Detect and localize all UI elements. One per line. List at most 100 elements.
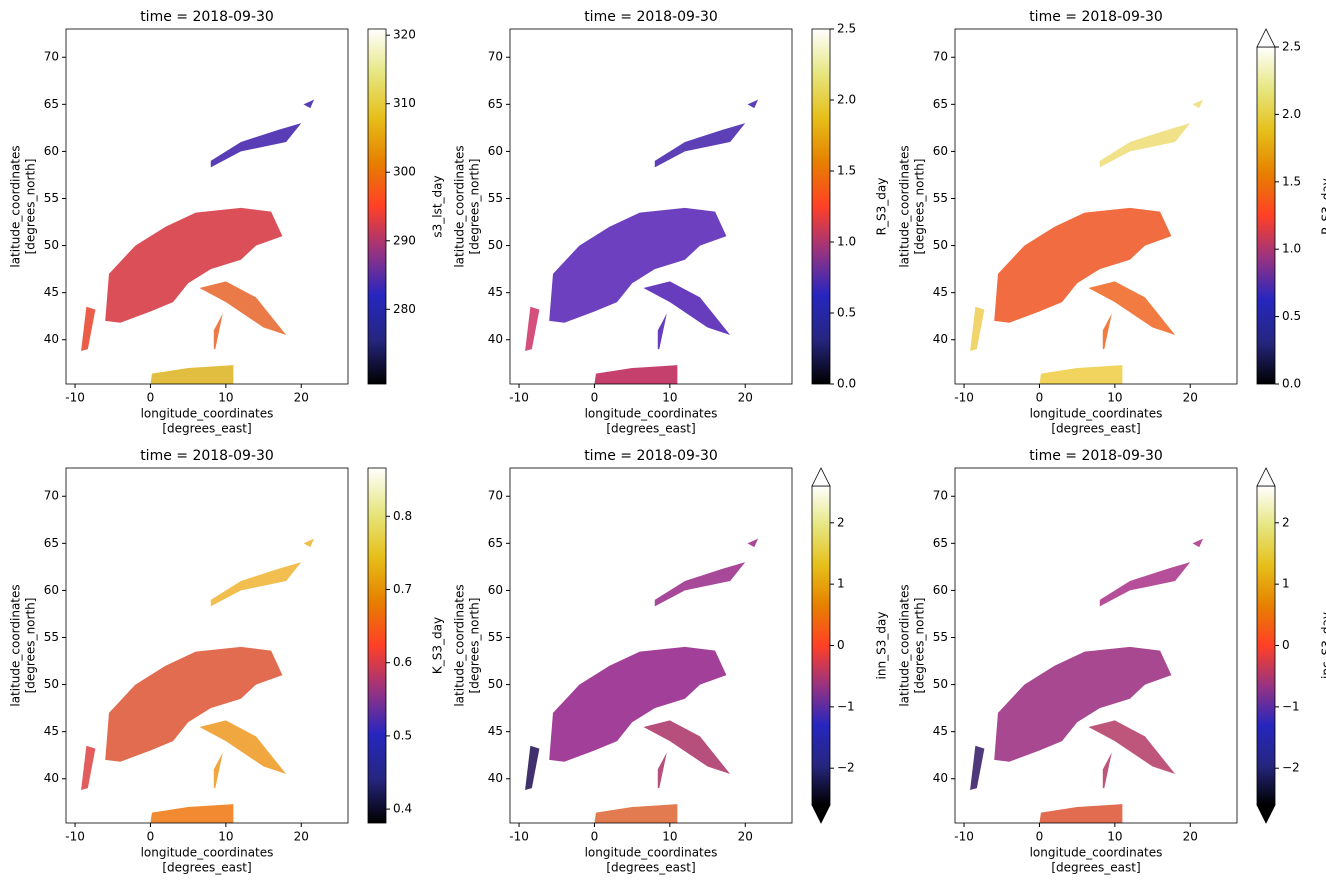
colorbar-tick-label: 320	[393, 28, 416, 42]
panel-title: time = 2018-09-30	[1029, 9, 1163, 25]
x-axis-label: [degrees_east]	[1051, 422, 1140, 436]
colorbar-tick-label: 1	[837, 577, 845, 591]
panel-title: time = 2018-09-30	[584, 448, 718, 464]
x-tick-label: 0	[147, 391, 155, 405]
colorbar	[1257, 486, 1275, 805]
y-tick-label: 40	[44, 771, 59, 785]
map-region	[1100, 562, 1190, 606]
axes-frame	[510, 29, 792, 384]
colorbar-label: inc_S3_day	[1320, 612, 1326, 679]
colorbar-tick-label: 0.0	[1282, 377, 1301, 391]
y-tick-label: 60	[933, 144, 948, 158]
map-region	[211, 123, 301, 167]
map-area	[81, 100, 314, 384]
panel-title: time = 2018-09-30	[140, 448, 274, 464]
x-tick-label: 20	[738, 830, 753, 844]
colorbar-tick-label: 0.7	[393, 582, 412, 596]
y-tick-label: 70	[488, 489, 503, 503]
x-axis-label: longitude_coordinates	[141, 407, 274, 421]
colorbar-tick-label: 2	[1282, 515, 1290, 529]
x-axis-label: longitude_coordinates	[1030, 846, 1163, 860]
map-region	[150, 804, 233, 823]
y-tick-label: 70	[933, 50, 948, 64]
x-tick-label: -10	[954, 391, 974, 405]
map-region	[214, 313, 223, 349]
map-region	[304, 100, 315, 108]
colorbar	[812, 29, 830, 384]
y-tick-label: 55	[933, 191, 948, 205]
colorbar-tick-label: 0.6	[393, 655, 412, 669]
colorbar	[368, 468, 386, 823]
map-region	[970, 746, 984, 790]
map-region	[655, 562, 745, 606]
colorbar-tick-label: 0.5	[393, 728, 412, 742]
x-tick-label: -10	[509, 830, 529, 844]
x-tick-label: 20	[1183, 391, 1198, 405]
y-tick-label: 40	[44, 332, 59, 346]
x-tick-label: 20	[294, 830, 309, 844]
y-tick-label: 60	[488, 583, 503, 597]
y-axis-label: latitude_coordinates	[898, 584, 912, 706]
colorbar-tick-label: 0	[1282, 638, 1290, 652]
map-region	[970, 307, 984, 351]
y-tick-label: 40	[488, 771, 503, 785]
y-tick-label: 50	[44, 677, 59, 691]
map-region	[594, 365, 677, 384]
y-tick-label: 55	[488, 191, 503, 205]
y-tick-label: 50	[44, 238, 59, 252]
map-region	[658, 313, 667, 349]
map-region	[643, 281, 730, 335]
y-tick-label: 40	[933, 332, 948, 346]
y-axis-label: latitude_coordinates	[898, 145, 912, 267]
colorbar-tick-label: 2.5	[837, 22, 856, 36]
x-axis-label: [degrees_east]	[1051, 861, 1140, 875]
colorbar	[812, 486, 830, 805]
map-region	[658, 752, 667, 788]
y-tick-label: 50	[933, 677, 948, 691]
map-area	[970, 539, 1203, 823]
x-tick-label: -10	[954, 830, 974, 844]
colorbar-extend	[1257, 805, 1275, 823]
map-region	[1193, 100, 1204, 108]
y-axis-label: [degrees_north]	[913, 159, 927, 255]
y-tick-label: 65	[44, 97, 59, 111]
map-area	[81, 539, 314, 823]
colorbar-tick-label: 2.5	[1282, 40, 1301, 54]
map-region	[1039, 804, 1122, 823]
map-region	[1039, 365, 1122, 384]
map-region	[1193, 539, 1204, 547]
axes-frame	[66, 29, 348, 384]
map-region	[211, 562, 301, 606]
colorbar-label: inn_S3_day	[875, 612, 889, 680]
y-tick-label: 70	[488, 50, 503, 64]
y-axis-label: latitude_coordinates	[453, 584, 467, 706]
y-tick-label: 70	[44, 50, 59, 64]
colorbar-tick-label: 280	[393, 302, 416, 316]
y-axis-label: [degrees_north]	[468, 598, 482, 694]
y-tick-label: 45	[933, 285, 948, 299]
colorbar-tick-label: 0.4	[393, 802, 412, 816]
y-tick-label: 55	[488, 630, 503, 644]
map-region	[1103, 313, 1112, 349]
colorbar-tick-label: 0.0	[837, 377, 856, 391]
x-tick-label: 10	[662, 391, 677, 405]
map-area	[525, 100, 758, 384]
y-tick-label: 45	[933, 724, 948, 738]
colorbar-tick-label: 1.0	[837, 235, 856, 249]
colorbar-tick-label: 310	[393, 96, 416, 110]
colorbar-tick-label: −1	[1282, 699, 1300, 713]
map-region	[81, 307, 95, 351]
colorbar-tick-label: 0	[837, 638, 845, 652]
colorbar-tick-label: 2	[837, 515, 845, 529]
colorbar-tick-label: −2	[1282, 761, 1300, 775]
x-axis-label: longitude_coordinates	[585, 407, 718, 421]
x-axis-label: [degrees_east]	[606, 422, 695, 436]
map-area	[525, 539, 758, 823]
x-tick-label: 10	[662, 830, 677, 844]
y-tick-label: 45	[488, 285, 503, 299]
axes-frame	[955, 468, 1237, 823]
y-tick-label: 50	[933, 238, 948, 252]
colorbar-tick-label: 0.5	[837, 306, 856, 320]
colorbar-extend	[1257, 468, 1275, 486]
